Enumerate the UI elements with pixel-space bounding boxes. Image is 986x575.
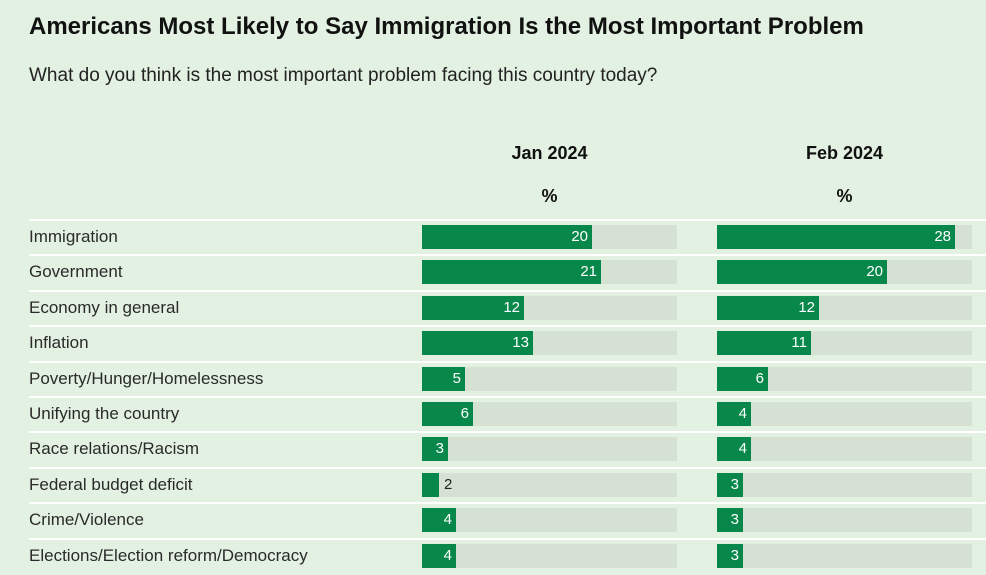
row-divider — [29, 219, 986, 221]
bar-feb-2024 — [717, 367, 768, 391]
value-label: 4 — [738, 440, 747, 457]
bar-feb-2024 — [717, 473, 743, 497]
bar-track: 3 — [717, 544, 972, 568]
bar-jan-2024 — [422, 260, 601, 284]
bar-track: 6 — [422, 402, 677, 426]
bar-track: 12 — [422, 296, 677, 320]
value-label: 2 — [444, 476, 453, 493]
row-divider — [29, 502, 986, 504]
bar-jan-2024 — [422, 296, 524, 320]
row-divider — [29, 431, 986, 433]
column-header-feb-2024: Feb 2024 — [805, 143, 884, 163]
value-label: 6 — [460, 405, 469, 422]
row-divider — [29, 538, 986, 540]
value-label: 5 — [452, 370, 461, 387]
chart-title: Americans Most Likely to Say Immigration… — [29, 13, 864, 40]
bar-track: 3 — [717, 473, 972, 497]
chart-subtitle: What do you think is the most important … — [29, 65, 658, 86]
value-label: 3 — [435, 440, 444, 457]
value-label: 4 — [443, 547, 452, 564]
bar-track: 28 — [717, 225, 972, 249]
value-label: 4 — [738, 405, 747, 422]
value-label: 3 — [730, 547, 739, 564]
bar-jan-2024 — [422, 331, 533, 355]
bar-track: 20 — [422, 225, 677, 249]
row-divider — [29, 396, 986, 398]
value-label: 13 — [512, 334, 529, 351]
bar-jan-2024 — [422, 508, 456, 532]
value-label: 21 — [580, 263, 597, 280]
row-divider — [29, 254, 986, 256]
category-label: Immigration — [29, 227, 118, 246]
value-label: 20 — [571, 228, 588, 245]
bar-jan-2024 — [422, 225, 592, 249]
bar-track: 2 — [422, 473, 677, 497]
column-header-jan-2024: Jan 2024 — [511, 143, 588, 163]
bar-feb-2024 — [717, 402, 751, 426]
category-label: Government — [29, 262, 123, 281]
value-label: 11 — [791, 334, 807, 351]
category-label: Federal budget deficit — [29, 475, 193, 494]
bar-jan-2024 — [422, 473, 439, 497]
bar-track: 11 — [717, 331, 972, 355]
bar-feb-2024 — [717, 508, 743, 532]
category-label: Race relations/Racism — [29, 439, 200, 458]
bar-track: 5 — [422, 367, 677, 391]
column-unit-feb-2024: % — [836, 186, 853, 206]
bar-track: 6 — [717, 367, 972, 391]
row-divider — [29, 361, 986, 363]
row-divider — [29, 467, 986, 469]
category-label: Poverty/Hunger/Homelessness — [29, 369, 264, 388]
category-label: Economy in general — [29, 298, 180, 317]
value-label: 3 — [730, 511, 739, 528]
bar-track: 4 — [717, 437, 972, 461]
bar-feb-2024 — [717, 544, 743, 568]
bar-track: 21 — [422, 260, 677, 284]
category-label: Crime/Violence — [29, 510, 144, 529]
category-label: Elections/Election reform/Democracy — [29, 546, 308, 565]
bar-track: 12 — [717, 296, 972, 320]
bar-jan-2024 — [422, 544, 456, 568]
value-label: 28 — [934, 228, 951, 245]
row-divider — [29, 325, 986, 327]
value-label: 6 — [755, 370, 764, 387]
bar-feb-2024 — [717, 331, 811, 355]
bar-track: 4 — [717, 402, 972, 426]
bar-jan-2024 — [422, 437, 448, 461]
bar-track: 3 — [422, 437, 677, 461]
bar-feb-2024 — [717, 260, 887, 284]
column-unit-jan-2024: % — [541, 186, 558, 206]
category-label: Inflation — [29, 333, 89, 352]
row-divider — [29, 290, 986, 292]
bar-feb-2024 — [717, 225, 955, 249]
bar-track: 4 — [422, 544, 677, 568]
value-label: 12 — [798, 299, 815, 316]
bar-jan-2024 — [422, 402, 473, 426]
category-label: Unifying the country — [29, 404, 180, 423]
value-label: 3 — [730, 476, 739, 493]
bar-jan-2024 — [422, 367, 465, 391]
value-label: 12 — [503, 299, 520, 316]
bar-track: 3 — [717, 508, 972, 532]
value-label: 4 — [443, 511, 452, 528]
value-label: 20 — [866, 263, 883, 280]
bar-track: 20 — [717, 260, 972, 284]
bar-feb-2024 — [717, 437, 751, 461]
bar-feb-2024 — [717, 296, 819, 320]
bar-track: 4 — [422, 508, 677, 532]
bar-track: 13 — [422, 331, 677, 355]
